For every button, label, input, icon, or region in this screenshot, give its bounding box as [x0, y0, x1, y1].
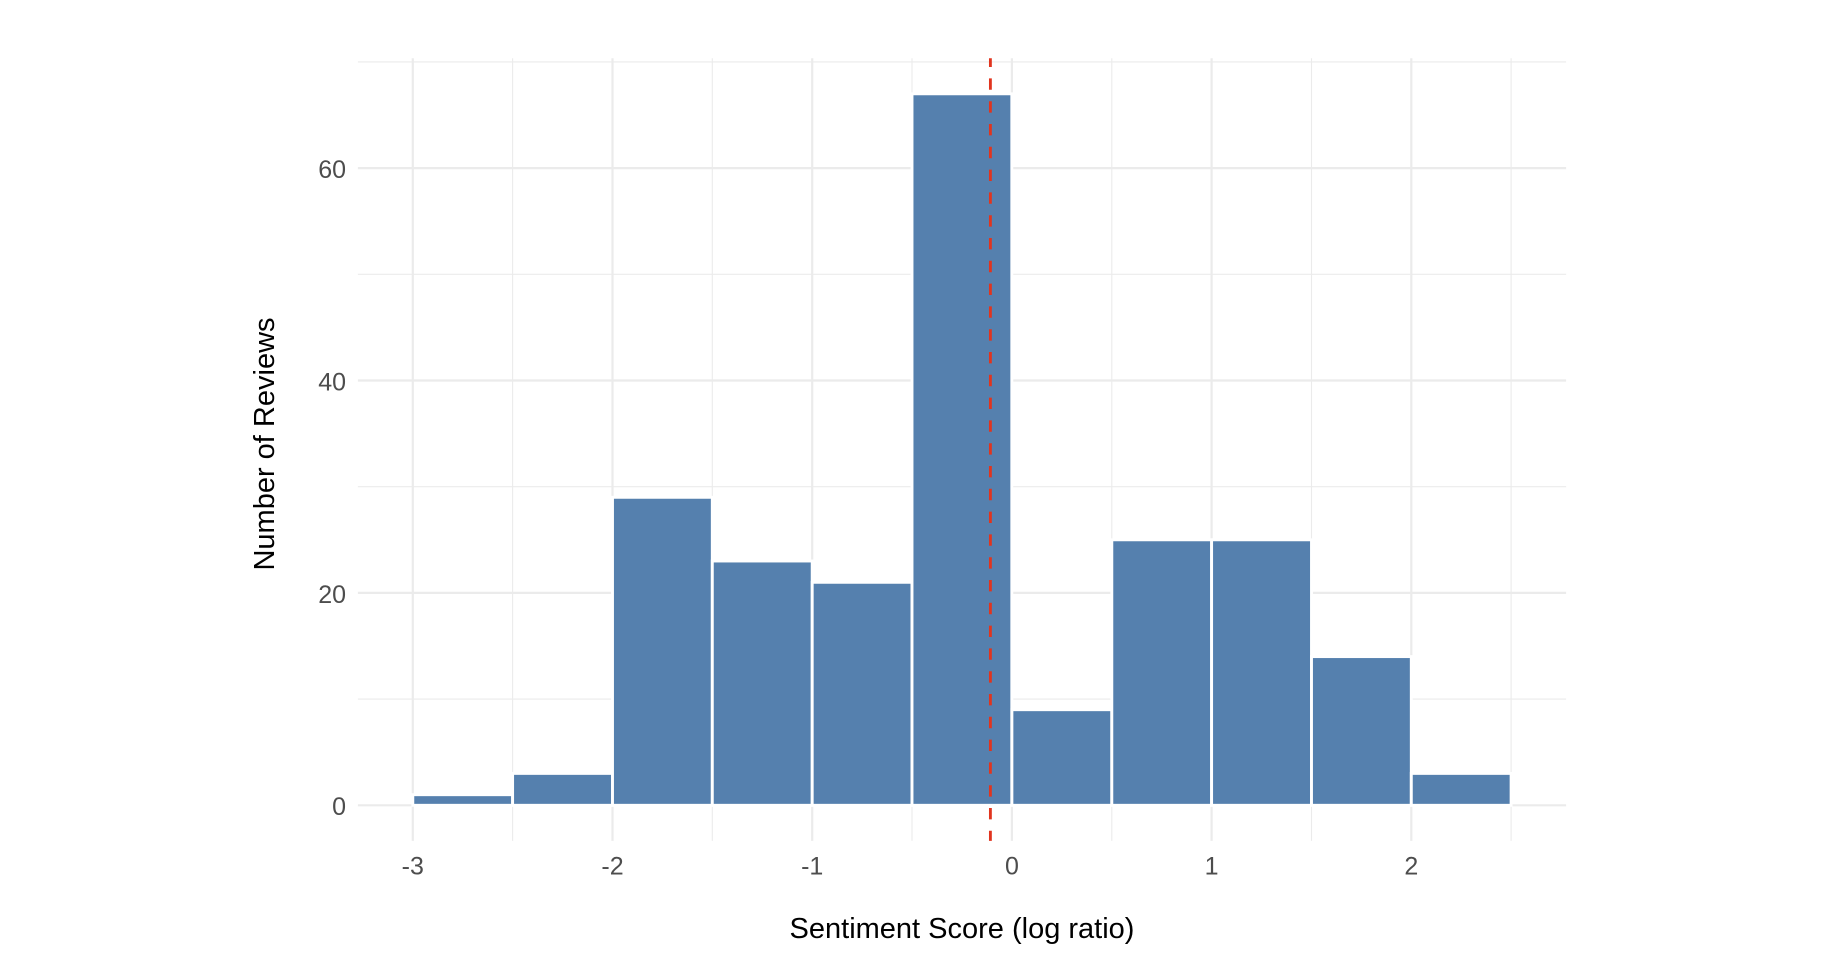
svg-text:0: 0: [332, 793, 346, 821]
svg-text:Number of Reviews: Number of Reviews: [249, 317, 281, 570]
svg-text:40: 40: [318, 368, 346, 396]
svg-text:2: 2: [1404, 852, 1418, 880]
svg-text:0: 0: [1005, 852, 1019, 880]
svg-text:-3: -3: [402, 852, 424, 880]
svg-text:1: 1: [1205, 852, 1219, 880]
svg-text:-1: -1: [801, 852, 823, 880]
svg-text:20: 20: [318, 581, 346, 609]
svg-text:60: 60: [318, 156, 346, 184]
svg-text:Sentiment Score (log ratio): Sentiment Score (log ratio): [790, 913, 1135, 945]
svg-text:-2: -2: [601, 852, 623, 880]
